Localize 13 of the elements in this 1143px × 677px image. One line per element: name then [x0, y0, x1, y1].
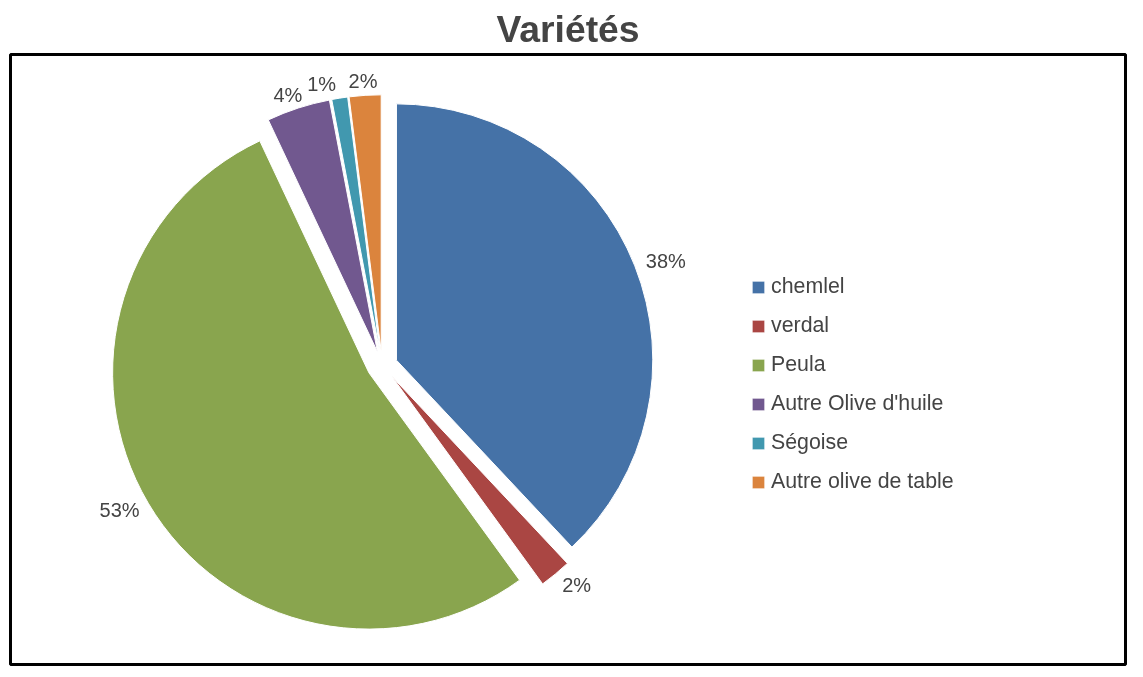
chart-title: Variétés [496, 7, 640, 50]
legend-label: chemlel [771, 274, 845, 299]
data-label: 2% [562, 573, 592, 596]
data-label: 4% [273, 83, 303, 106]
legend-label: Autre Olive d'huile [771, 391, 944, 416]
data-label: 38% [645, 249, 686, 272]
legend-label: verdal [771, 313, 830, 338]
legend-label: Autre olive de table [771, 469, 954, 494]
legend-label: Peula [771, 352, 826, 377]
data-label: 1% [307, 73, 337, 96]
data-label: 2% [348, 70, 378, 93]
legend-label: Ségoise [771, 430, 849, 455]
data-label: 53% [99, 499, 140, 522]
